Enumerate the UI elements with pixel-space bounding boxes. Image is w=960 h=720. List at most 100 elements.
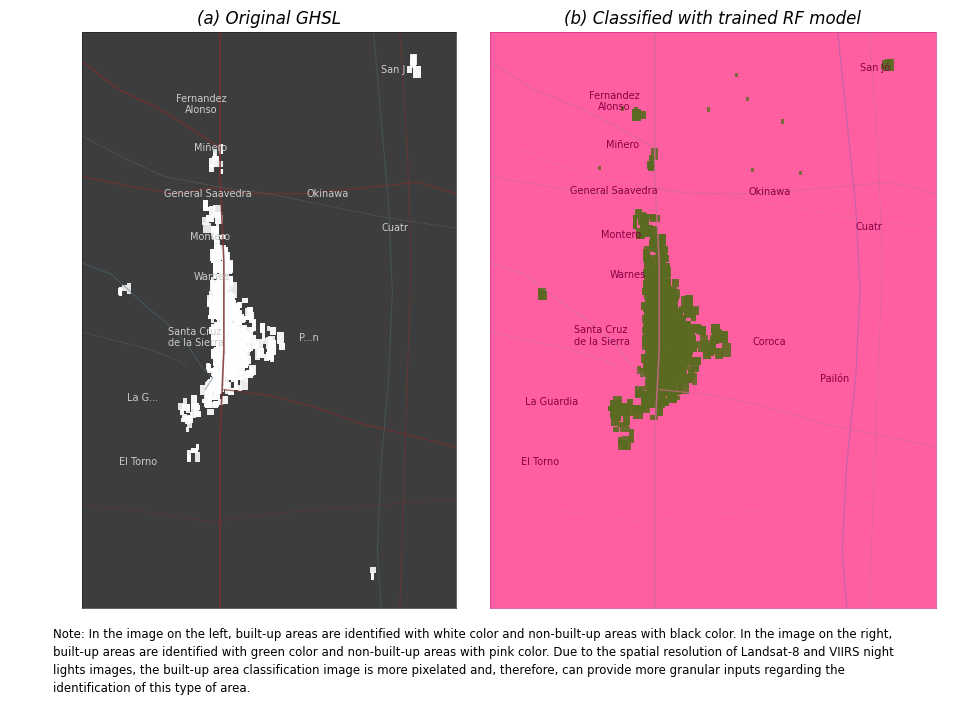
Bar [672, 372, 676, 378]
Bar [683, 338, 686, 345]
Bar [229, 370, 233, 376]
Bar [667, 362, 677, 369]
Bar [645, 310, 654, 315]
Bar [668, 327, 676, 336]
Bar [196, 405, 201, 410]
Bar [641, 405, 650, 413]
Bar [214, 359, 218, 369]
Bar [214, 401, 218, 408]
Bar [657, 308, 662, 315]
Bar [240, 379, 248, 390]
Bar [248, 327, 253, 337]
Bar [224, 303, 229, 312]
Bar [205, 396, 210, 406]
Bar [649, 292, 655, 305]
Bar [204, 222, 211, 233]
Bar [626, 407, 631, 412]
Bar [678, 318, 686, 332]
Bar [674, 332, 679, 344]
Bar [219, 289, 227, 294]
Bar [682, 339, 685, 351]
Text: La Guardia: La Guardia [525, 397, 579, 408]
Bar [212, 306, 215, 317]
Bar [671, 349, 679, 361]
Bar [242, 361, 249, 366]
Bar [230, 364, 237, 369]
Bar [213, 262, 220, 273]
Bar [703, 340, 711, 351]
Bar [641, 354, 647, 364]
Bar [676, 361, 685, 374]
Bar [800, 171, 802, 176]
Bar [641, 302, 647, 310]
Bar [660, 310, 666, 323]
Bar [221, 342, 224, 349]
Bar [211, 253, 216, 262]
Bar [643, 354, 650, 362]
Text: Coroca: Coroca [753, 337, 786, 347]
Bar [233, 336, 241, 345]
Bar [232, 346, 239, 358]
Bar [676, 338, 681, 349]
Bar [217, 364, 222, 369]
Bar [230, 358, 234, 369]
Bar [618, 436, 622, 446]
Bar [215, 354, 222, 364]
Bar [221, 300, 225, 308]
Bar [236, 351, 241, 359]
Bar [643, 281, 653, 286]
Bar [221, 297, 226, 304]
Bar [657, 376, 661, 387]
Bar [220, 355, 227, 361]
Bar [211, 257, 214, 264]
Bar [636, 232, 643, 240]
Bar [644, 215, 649, 225]
Bar [752, 168, 755, 172]
Bar [212, 305, 216, 316]
Bar [222, 396, 228, 405]
Bar [663, 332, 671, 338]
Bar [640, 393, 646, 401]
Bar [266, 352, 275, 359]
Bar [227, 356, 232, 364]
Bar [710, 323, 720, 334]
Bar [651, 318, 655, 332]
Bar [659, 281, 666, 291]
Bar [660, 289, 663, 296]
Bar [223, 289, 227, 302]
Bar [214, 355, 219, 359]
Bar [649, 266, 653, 271]
Bar [659, 374, 664, 386]
Bar [659, 284, 668, 296]
Bar [214, 244, 220, 252]
Bar [666, 374, 670, 382]
Bar [371, 572, 374, 580]
Bar [211, 370, 218, 377]
Bar [683, 370, 685, 377]
Bar [660, 266, 671, 277]
Bar [214, 325, 219, 331]
Bar [642, 337, 649, 346]
Bar [668, 294, 679, 302]
Bar [651, 294, 659, 303]
Bar [658, 324, 664, 331]
Bar [648, 327, 655, 334]
Bar [226, 265, 231, 274]
Bar [655, 364, 662, 372]
Bar [182, 414, 187, 419]
Bar [684, 305, 693, 312]
Bar [658, 332, 667, 339]
Bar [277, 332, 284, 343]
Bar [682, 374, 686, 384]
Bar [647, 351, 652, 358]
Bar [229, 315, 233, 320]
Bar [660, 367, 664, 379]
Bar [646, 381, 651, 395]
Bar [226, 378, 229, 390]
Bar [239, 352, 246, 359]
Bar [665, 374, 676, 387]
Bar [682, 353, 692, 359]
Bar [236, 330, 240, 338]
Bar [647, 345, 652, 354]
Bar [650, 327, 659, 338]
